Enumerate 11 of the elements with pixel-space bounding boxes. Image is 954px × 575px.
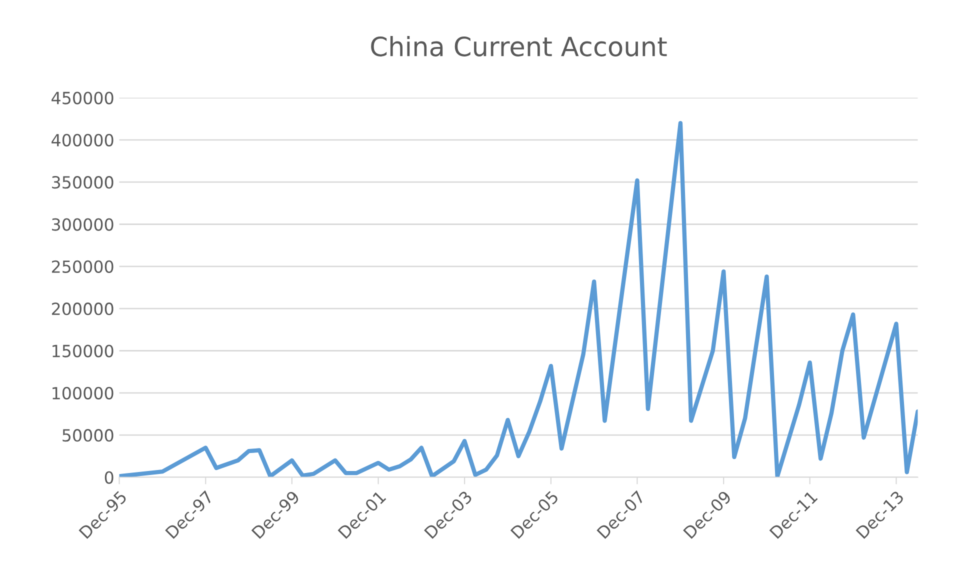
y-tick-label: 350000 — [52, 176, 114, 189]
y-tick-label: 150000 — [52, 344, 114, 358]
chart-title: China Current Account — [371, 36, 667, 56]
y-tick-label: 100000 — [52, 386, 114, 400]
y-tick-label: 200000 — [52, 302, 114, 316]
y-tick-label: 250000 — [52, 260, 114, 273]
y-tick-label: 400000 — [52, 134, 114, 146]
y-tick-label: 300000 — [52, 218, 114, 231]
y-tick-label: 450000 — [52, 92, 114, 104]
y-tick-label: 50000 — [62, 429, 114, 442]
y-tick-label: 0 — [104, 471, 114, 484]
